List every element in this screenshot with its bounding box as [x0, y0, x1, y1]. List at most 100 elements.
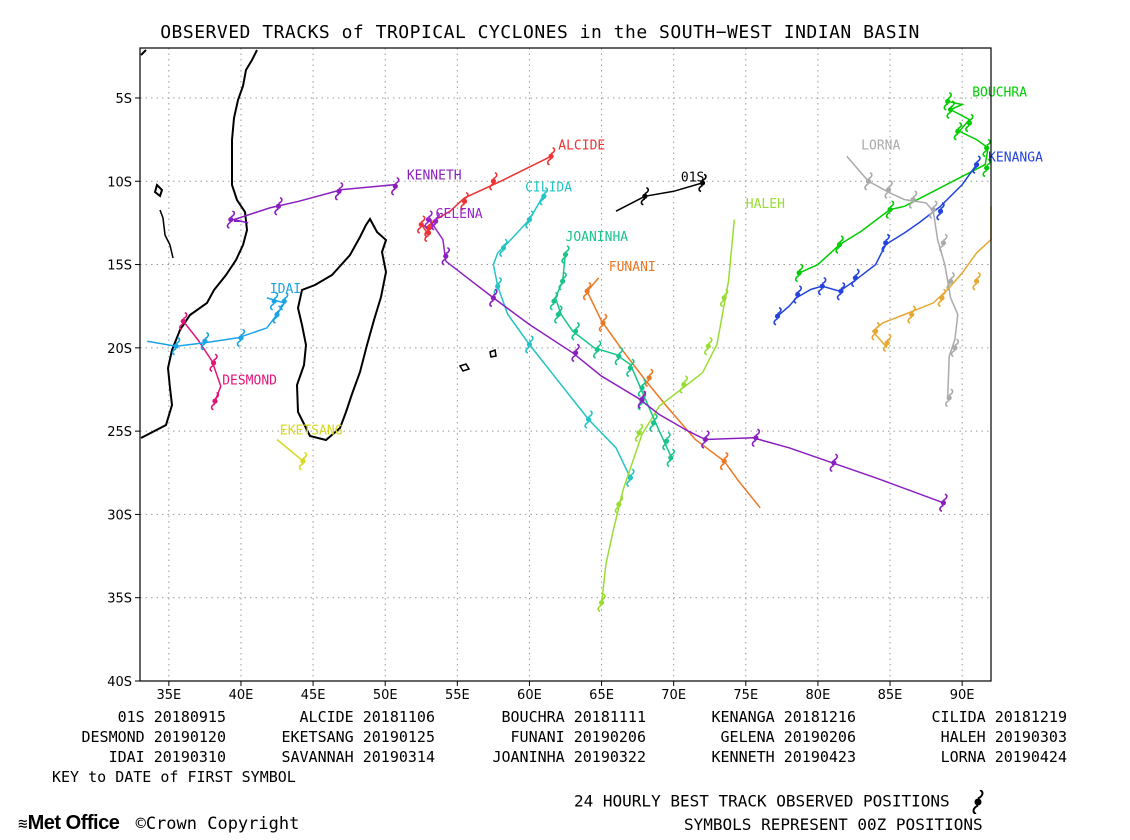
track-gelena-main: [441, 246, 948, 513]
key-entry: KENNETH 20190423: [711, 748, 857, 766]
track-line-funani: [586, 277, 761, 509]
track-line-lorna: [846, 155, 959, 398]
track-line-kenneth: [230, 183, 396, 224]
tick-label-lon: 45E: [301, 688, 326, 700]
tick-label-lat: 20S: [107, 342, 132, 357]
cyclone-position-gelena-main: [441, 246, 450, 266]
cyclone-symbol-icon: [972, 789, 984, 815]
cyclone-position-lorna: [908, 190, 918, 209]
cyclone-position-idai: [272, 305, 282, 324]
track-joaninha: JOANINHA: [549, 230, 675, 468]
cyclone-position-haleh: [719, 288, 729, 308]
cyclone-position-kenanga: [936, 201, 945, 221]
storm-label-idai: IDAI: [270, 282, 301, 297]
cyclone-position-joaninha: [549, 291, 559, 311]
cyclone-position-joaninha: [561, 245, 570, 264]
cyclone-position-savannah: [972, 271, 981, 291]
key-entry: FUNANI 20190206: [510, 728, 646, 746]
legend-line-2: SYMBOLS REPRESENT 00Z POSITIONS: [684, 815, 983, 834]
tick-label-lat: 15S: [107, 259, 132, 274]
cyclone-position-alcide: [489, 172, 498, 191]
track-bouchra: BOUCHRA: [794, 85, 1027, 283]
cyclone-position-desmond: [210, 391, 220, 411]
cyclone-position-joaninha: [662, 431, 671, 451]
storm-label-funani: FUNANI: [609, 260, 656, 275]
cyclone-position-kenanga: [836, 281, 846, 301]
cyclone-position-haleh: [679, 375, 688, 394]
reunion-island: [458, 363, 471, 372]
storm-label-eketsang: EKETSANG: [280, 423, 343, 438]
cyclone-position-gelena: [431, 211, 440, 231]
cyclone-position-funani: [719, 451, 729, 471]
cyclone-position-bouchra: [982, 158, 991, 178]
tick-label-lat: 40S: [107, 675, 132, 690]
storm-label-desmond: DESMOND: [222, 373, 277, 388]
track-eketsang: EKETSANG: [276, 423, 343, 471]
track-line-idai: [147, 297, 286, 347]
cyclone-position-savannah: [937, 288, 947, 308]
mauritius-island: [489, 348, 497, 358]
cyclone-position-joaninha: [571, 321, 580, 341]
cyclone-position-bouchra: [943, 92, 952, 111]
cyclone-track-map: 01S ALCIDE BOUCHRA CILIDA DESMOND EKETSANG FUN…: [107, 47, 1043, 700]
axis-ticks: 35E 40E 45E 50E 55E 60E 65E 70E 75E 80E 85E 90E 5S 10…: [107, 92, 974, 700]
tick-label-lat: 5S: [115, 92, 132, 107]
cyclone-position-idai: [236, 328, 246, 348]
horn-fragment: [140, 49, 147, 56]
cyclone-position-kenanga: [773, 306, 782, 326]
track-line-gelena: [427, 219, 447, 262]
cyclone-position-bouchra: [965, 113, 974, 133]
cyclone-position-haleh: [634, 423, 644, 443]
tick-label-lon: 85E: [878, 688, 903, 700]
cyclone-position-gelena-main: [939, 493, 948, 513]
africa-coast: [140, 49, 258, 439]
storm-label-alcide: ALCIDE: [558, 139, 605, 154]
tick-label-lon: 50E: [373, 688, 398, 700]
track-line-bouchra: [798, 100, 989, 274]
track-gelena: GELENA: [424, 207, 483, 262]
brand-name: Met Office: [27, 812, 120, 834]
cyclone-position-kenanga: [793, 285, 802, 304]
tick-label-lon: 65E: [589, 688, 614, 700]
cyclone-position-joaninha: [666, 448, 675, 468]
cyclone-position-desmond: [209, 353, 218, 373]
cyclone-position-cilida: [539, 186, 549, 206]
cyclone-position-lorna: [939, 233, 948, 253]
cyclone-position-gelena-main: [701, 430, 710, 449]
cyclone-position-joaninha: [554, 305, 563, 324]
footer-brand: ≋Met Office ©Crown Copyright: [18, 812, 299, 835]
cyclone-position-kenneth: [274, 196, 283, 216]
track-line-eketsang: [276, 438, 304, 462]
cyclone-position-lorna: [884, 180, 893, 199]
cyclone-position-haleh: [614, 495, 624, 514]
storm-label-bouchra: BOUCHRA: [972, 85, 1027, 100]
cyclone-position-bouchra: [835, 235, 844, 254]
cyclone-position-desmond: [179, 311, 188, 331]
copyright-text: ©Crown Copyright: [135, 814, 300, 834]
zanzibar-island: [153, 183, 164, 198]
cyclone-position-cilida: [525, 335, 534, 354]
key-entry: ALCIDE 20181106: [299, 708, 435, 726]
cyclone-position-01s: [698, 173, 707, 193]
key-entry: DESMOND 20190120: [81, 728, 227, 746]
tick-label-lat: 35S: [107, 592, 132, 607]
coastlines: [140, 49, 497, 442]
key-entry: 01S 20180915: [117, 708, 226, 726]
key-entry: LORNA 20190424: [940, 748, 1067, 766]
cyclone-position-alcide: [417, 215, 426, 234]
track-line-gelena-main: [445, 260, 944, 504]
storm-label-kenanga: KENANGA: [988, 150, 1043, 165]
cyclone-position-kenanga: [851, 268, 860, 288]
key-caption: KEY to DATE of FIRST SYMBOL: [52, 768, 296, 786]
storm-label-lorna: LORNA: [861, 139, 900, 154]
track-line-cilida: [492, 194, 632, 479]
track-line-01s: [615, 182, 703, 212]
tick-label-lon: 40E: [229, 688, 254, 700]
cyclone-position-kenanga: [972, 155, 981, 174]
cyclone-position-cilida: [525, 210, 534, 229]
cyclone-position-savannah: [882, 333, 892, 353]
cyclone-position-joaninha: [626, 358, 635, 378]
track-idai: IDAI: [147, 282, 301, 356]
comoros-1: [159, 209, 174, 259]
cyclone-position-bouchra: [946, 100, 955, 119]
